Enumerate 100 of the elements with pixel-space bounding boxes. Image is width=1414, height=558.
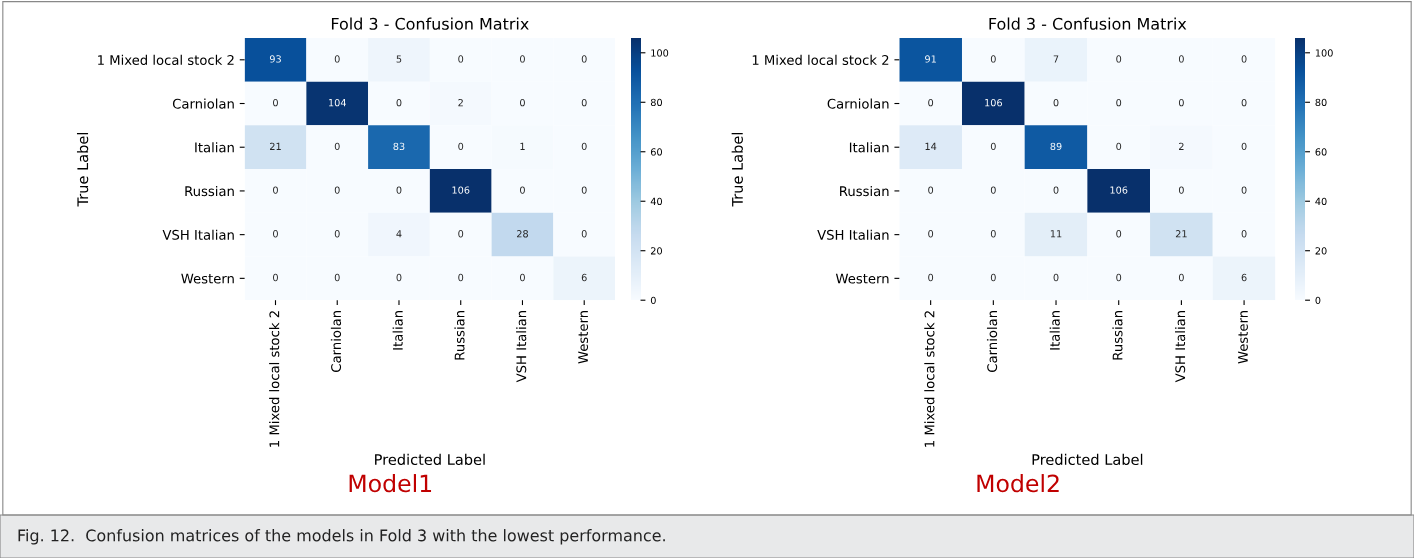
data-label: 0 [520,186,525,194]
y-tick-label: 1 Mixed local stock 2 [752,54,889,65]
data-label: 0 [396,98,402,107]
y-tick-label: Western [835,273,889,284]
x-tick-label: Italian [1049,311,1060,350]
data-label: 0 [990,142,996,151]
data-label: 0 [1178,186,1184,194]
data-label: 0 [1241,186,1247,194]
color-bar-label: 60 [1315,148,1327,156]
data-label: 14 [925,142,937,150]
y-axis-title: True Label [731,132,743,207]
data-label: 0 [1116,273,1122,282]
x-tick-label: VSH Italian [516,311,527,383]
data-label: 0 [1116,142,1122,151]
color-bar-label: 80 [1315,98,1327,107]
color-bar-label: 40 [650,197,662,206]
data-label: 0 [1116,98,1122,107]
text: Model2 [977,474,1059,493]
data-label: 104 [329,98,346,107]
y-tick-label: Western [181,273,234,284]
data-label: 1 [520,142,525,150]
data-label: 0 [928,98,934,107]
x-tick-label: Italian [392,311,403,350]
x-tick-label: Carniolan [986,311,998,372]
data-label: 0 [928,230,934,238]
data-label: 7 [1053,55,1059,63]
data-label: 0 [1241,98,1247,107]
color-bar-label: 100 [1315,49,1333,57]
data-label: 89 [1050,142,1062,151]
y-tick-label: Russian [840,185,889,197]
data-label: 91 [925,55,936,63]
data-label: 0 [273,186,278,194]
data-label: 0 [458,230,464,238]
data-label: 0 [928,186,934,194]
y-tick-label: Carniolan [172,98,234,109]
data-label: 0 [990,230,996,238]
data-label: 2 [458,98,463,107]
data-label: 6 [1241,273,1247,282]
data-label: 5 [396,55,402,63]
data-label: 106 [985,98,1002,107]
data-label: 0 [581,186,587,194]
data-label: 0 [458,55,464,63]
data-label: 83 [393,142,405,151]
data-label: 0 [1178,98,1184,107]
data-label: 0 [520,98,525,107]
color-bar-label: 40 [1315,197,1327,206]
data-label: 0 [458,273,464,282]
data-label: 0 [334,273,340,282]
data-label: 0 [1116,230,1122,238]
data-label: 0 [1241,230,1247,238]
data-label: 106 [452,186,470,194]
data-label: 2 [1179,142,1184,150]
data-label: 0 [520,55,525,63]
y-tick-label: Italian [195,142,234,153]
data-label: 0 [990,273,996,282]
caption: Fig. 12. Confusion matrices of the models in Fold 3 with the lowest performance. [18,529,665,545]
data-label: 0 [581,98,587,107]
x-tick-label: VSH Italian [1175,311,1186,383]
data-label: 0 [581,142,587,151]
y-tick-label: 1 Mixed local stock 2 [98,54,234,65]
data-label: 21 [270,142,281,150]
x-tick-label: Russian [1112,311,1123,360]
data-label: 0 [396,273,402,282]
data-label: 0 [458,142,464,151]
data-label: 0 [273,230,278,238]
x-axis-title: Predicted Label [375,453,485,466]
data-label: 0 [334,142,340,151]
data-label: 0 [1116,55,1122,63]
data-label: 0 [273,273,278,282]
data-label: 0 [1241,142,1247,151]
color-bar-label: 60 [650,148,662,156]
chart-title: Fold 3 - Confusion Matrix [331,17,529,30]
data-label: 0 [1053,98,1059,107]
color-bar-label: 0 [650,296,656,305]
y-tick-label: VSH Italian [817,229,889,240]
data-label: 0 [990,186,996,194]
color-bar-label: 0 [1315,296,1321,305]
data-label: 93 [269,55,281,63]
x-tick-label: Carniolan [330,311,342,372]
y-tick-label: Carniolan [827,98,889,109]
data-label: 0 [396,186,402,194]
data-label: 0 [1053,186,1059,194]
data-label: 106 [1110,186,1128,194]
y-tick-label: Italian [849,142,889,153]
color-bar-label: 100 [651,49,669,57]
data-label: 0 [581,55,587,63]
data-label: 0 [520,273,525,282]
y-tick-label: Russian [185,185,234,197]
data-label: 0 [334,55,340,63]
data-label: 4 [396,230,402,238]
chart-title: Fold 3 - Confusion Matrix [989,17,1187,30]
x-tick-label: Western [1238,311,1248,364]
data-label: 0 [1241,55,1247,63]
data-label: 0 [334,230,340,238]
data-label: 11 [1050,230,1062,238]
data-label: 0 [334,186,340,194]
text: Model1 [349,474,432,493]
data-label: 0 [1178,55,1184,63]
x-axis-title: Predicted Label [1032,453,1143,466]
x-tick-label: Russian [454,311,465,360]
